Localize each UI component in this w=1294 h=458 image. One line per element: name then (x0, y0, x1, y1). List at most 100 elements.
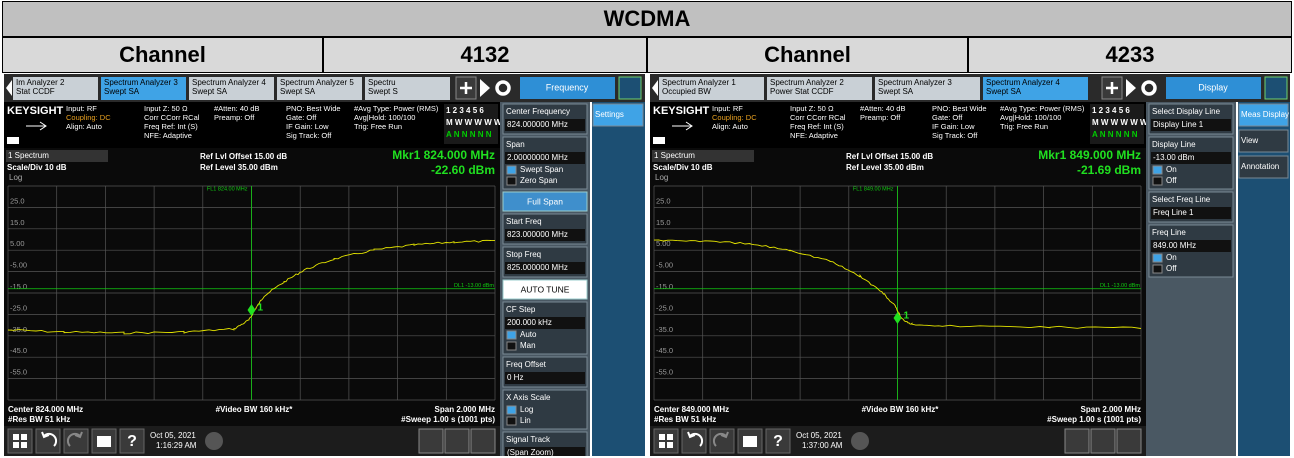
tab[interactable] (277, 77, 362, 100)
tab[interactable] (101, 77, 186, 100)
trace-indicator: 1 2 3 4 5 6 (1092, 106, 1130, 115)
taskbar-button[interactable] (653, 428, 679, 454)
taskbar-button[interactable] (765, 428, 791, 454)
info-text: Trig: Free Run (354, 122, 402, 131)
channel-value: 4132 (323, 37, 647, 73)
tab[interactable] (767, 77, 872, 100)
scale-type: Log (655, 173, 668, 182)
info-text: Preamp: Off (214, 113, 255, 122)
taskbar-button[interactable] (444, 428, 470, 454)
tab[interactable] (983, 77, 1088, 100)
windows-icon (13, 434, 27, 448)
folder-icon (743, 436, 757, 447)
menu-item-value: 200.000 kHz (507, 318, 552, 327)
next-icon (1126, 79, 1136, 97)
menu-button[interactable] (520, 77, 615, 99)
taskbar-button[interactable] (7, 428, 33, 454)
tab-label: Spectrum Analyzer 5 (280, 78, 354, 87)
info-text: PNO: Best Wide (932, 104, 987, 113)
plus-icon (460, 82, 472, 94)
ref-offset: Ref Lvl Offset 15.00 dB (200, 152, 287, 161)
menu-item[interactable] (502, 389, 588, 430)
option-label: Man (520, 341, 536, 350)
tab-label: Im Analyzer 2 (16, 78, 65, 87)
taskbar-button[interactable] (470, 428, 496, 454)
side-tab[interactable] (1238, 103, 1289, 127)
side-tab[interactable] (1238, 155, 1289, 179)
tab-label: Spectrum Analyzer 3 (878, 78, 952, 87)
taskbar-button[interactable] (1064, 428, 1090, 454)
tab[interactable] (365, 77, 450, 100)
info-text: Input: RF (66, 104, 97, 113)
date: Oct 05, 2021 (796, 431, 842, 440)
tab-label: Spectrum Analyzer 4 (986, 78, 1060, 87)
tab[interactable] (189, 77, 274, 100)
plus-icon (1106, 82, 1118, 94)
folder-icon (97, 436, 111, 447)
taskbar-button[interactable] (1090, 428, 1116, 454)
option-indicator (506, 165, 517, 175)
taskbar-button[interactable] (1116, 428, 1142, 454)
y-tick-label: -35.0 (656, 325, 673, 334)
menu-item-value: (Span Zoom) (507, 448, 554, 456)
y-tick-label: -45.0 (10, 346, 27, 355)
info-text: Coupling: DC (66, 113, 111, 122)
info-text: IF Gain: Low (932, 122, 975, 131)
redo-icon (712, 431, 729, 447)
keyboard-icon (205, 432, 223, 450)
info-text: #Atten: 40 dB (860, 104, 905, 113)
y-tick-label: -15.0 (656, 282, 673, 291)
window-select[interactable] (652, 150, 754, 162)
menu-item-value: 823.000000 MHz (507, 230, 568, 239)
window-label: 1 Spectrum (654, 151, 695, 160)
window-label: 1 Spectrum (8, 151, 49, 160)
window-select[interactable] (6, 150, 108, 162)
plot-area (4, 148, 500, 426)
info-text: Corr CCorr RCal (790, 113, 846, 122)
tab[interactable] (875, 77, 980, 100)
option-label: Log (520, 405, 533, 414)
side-tab[interactable] (1238, 129, 1289, 153)
y-tick-label: 25.0 (656, 196, 671, 205)
menu-item-title: Freq Line (1152, 228, 1186, 237)
menu-button[interactable] (502, 279, 588, 300)
ref-level: Ref Level 35.00 dBm (846, 163, 924, 172)
info-text: Freq Ref: Int (S) (144, 122, 198, 131)
footer-text: #Video BW 160 kHz* (216, 405, 294, 414)
taskbar-button[interactable] (418, 428, 444, 454)
option-indicator (506, 176, 517, 186)
menu-item-value-box (505, 262, 585, 274)
info-text: IF Gain: Low (286, 122, 329, 131)
info-text: Corr CCorr RCal (144, 113, 200, 122)
menu-item-value-box (505, 119, 585, 131)
lxi-badge (7, 137, 19, 144)
info-text: Avg|Hold: 100/100 (1000, 113, 1061, 122)
menu-item-title: Span (506, 140, 525, 149)
info-text: Trig: Free Run (1000, 122, 1048, 131)
channel-label: Channel (2, 37, 323, 73)
settings-icon (1141, 80, 1157, 96)
menu-item-title: Freq Offset (506, 360, 547, 369)
menu-button[interactable] (502, 191, 588, 212)
menu-button-label: Frequency (546, 82, 589, 92)
footer-text: #Res BW 51 kHz (654, 415, 716, 424)
menu-button[interactable] (1166, 77, 1261, 99)
back-arrow (6, 80, 12, 96)
side-tab-label: Meas Display (1241, 110, 1289, 119)
tab[interactable] (13, 77, 98, 100)
taskbar-button[interactable] (119, 428, 145, 454)
side-tab[interactable] (592, 103, 644, 127)
y-tick-label: -25.0 (10, 303, 27, 312)
tab[interactable] (659, 77, 764, 100)
tab-label: Spectrum Analyzer 3 (104, 78, 178, 87)
tab-label: Stat CCDF (16, 87, 55, 96)
undo-icon (687, 431, 704, 447)
menu-item-value-box (1151, 207, 1231, 219)
footer-text: #Sweep 1.00 s (1001 pts) (1047, 415, 1141, 424)
footer-text: Center 849.000 MHz (654, 405, 729, 414)
time: 1:16:29 AM (156, 441, 197, 450)
tab-label: Swept SA (280, 87, 316, 96)
info-text: Coupling: DC (712, 113, 757, 122)
tab-label: Occupied BW (662, 87, 711, 96)
footer-text: #Res BW 51 kHz (8, 415, 70, 424)
